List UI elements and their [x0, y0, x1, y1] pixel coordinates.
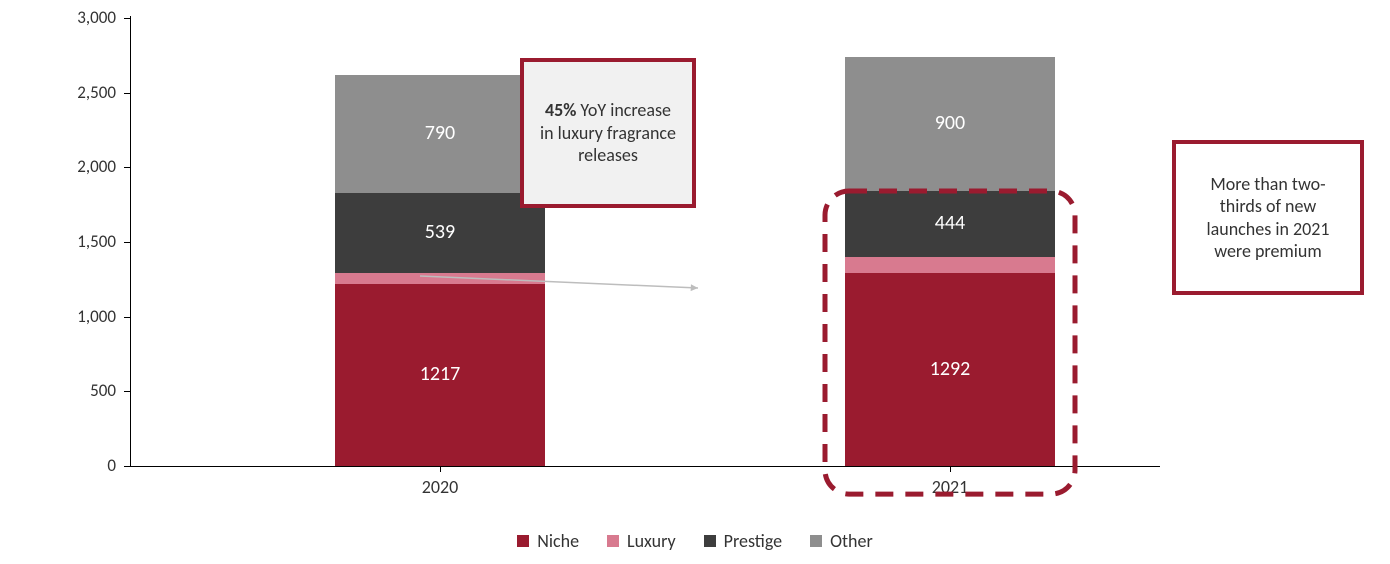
legend-label-luxury: Luxury	[627, 530, 676, 552]
chart-stage: 05001,0001,5002,0002,5003,00012177353979…	[0, 0, 1390, 564]
legend-label-prestige: Prestige	[724, 530, 782, 552]
callout-yoy: 45% YoY increase in luxury fragrance rel…	[520, 58, 696, 208]
x-tick-label-2021: 2021	[890, 476, 1010, 498]
y-tick	[124, 317, 130, 318]
bar-segment-2021-luxury	[845, 257, 1055, 273]
legend-item-other: Other	[810, 530, 873, 552]
legend-item-luxury: Luxury	[607, 530, 676, 552]
y-tick-label: 1,000	[0, 306, 116, 327]
y-tick-label: 2,500	[0, 82, 116, 103]
y-tick	[124, 93, 130, 94]
legend-swatch-prestige	[704, 535, 716, 547]
legend-swatch-luxury	[607, 535, 619, 547]
x-tick	[950, 466, 951, 472]
y-tick-label: 1,500	[0, 231, 116, 252]
y-tick	[124, 466, 130, 467]
y-tick-label: 0	[0, 455, 116, 476]
legend: Niche Luxury Prestige Other	[0, 530, 1390, 552]
bar-segment-2020-niche	[335, 284, 545, 466]
callout-two-thirds: More than two-thirds of new launches in …	[1172, 140, 1364, 295]
x-tick	[440, 466, 441, 472]
callout-arrow	[412, 268, 706, 296]
legend-item-niche: Niche	[517, 530, 579, 552]
y-tick	[124, 242, 130, 243]
y-tick-label: 3,000	[0, 7, 116, 28]
legend-label-niche: Niche	[537, 530, 579, 552]
y-tick	[124, 18, 130, 19]
legend-swatch-niche	[517, 535, 529, 547]
legend-swatch-other	[810, 535, 822, 547]
y-tick	[124, 167, 130, 168]
bar-segment-2020-other	[335, 75, 545, 193]
y-tick	[124, 391, 130, 392]
x-tick-label-2020: 2020	[380, 476, 500, 498]
bar-segment-2021-other	[845, 57, 1055, 191]
legend-label-other: Other	[830, 530, 873, 552]
legend-item-prestige: Prestige	[704, 530, 782, 552]
bar-segment-2020-prestige	[335, 193, 545, 273]
bar-segment-2021-prestige	[845, 191, 1055, 257]
bar-segment-2021-niche	[845, 273, 1055, 466]
y-axis-line	[130, 16, 131, 466]
x-axis-line	[130, 466, 1160, 467]
y-tick-label: 2,000	[0, 156, 116, 177]
y-tick-label: 500	[0, 380, 116, 401]
